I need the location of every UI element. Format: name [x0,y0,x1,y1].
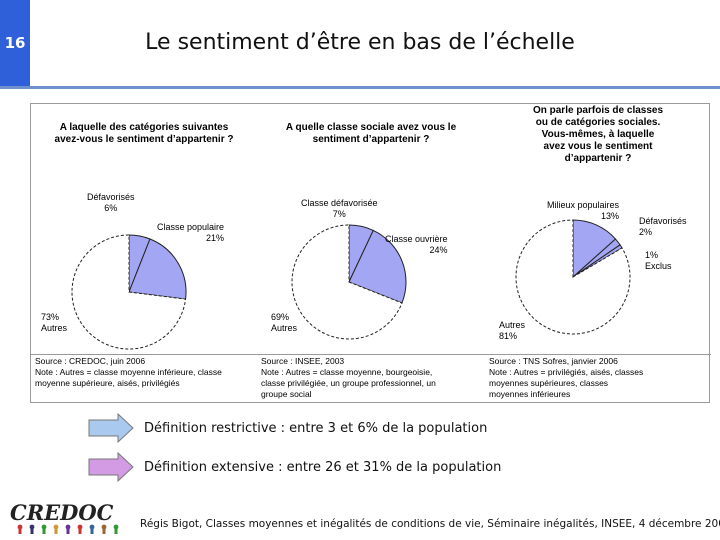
people-icon [17,524,119,534]
legend-text-extensive: Définition extensive : entre 26 et 31% d… [144,460,502,475]
panel-insee: A quelle classe sociale avez vous le sen… [257,104,485,402]
panel-tns-sofres: On parle parfois de classes ou de catégo… [485,104,711,402]
survey-figure: A laquelle des catégories suivantes avez… [30,103,711,403]
pie-slice-autres [71,234,187,350]
panel-question: On parle parfois de classes ou de catégo… [532,105,664,164]
pie-label-milieux-populaires: Milieux populaires 13% [547,200,620,221]
source-note: Source : CREDOC, juin 2006 Note : Autres… [35,356,222,388]
panel-question: A laquelle des catégories suivantes avez… [54,122,234,145]
pie-chart-tns-sofres [515,219,631,335]
panel-question: A quelle classe sociale avez vous le sen… [285,122,457,145]
slide-number: 16 [0,0,30,86]
pie-label-autres: 69% Autres [271,312,298,333]
source-divider [31,354,711,355]
pie-label-classe-ouvriere: Classe ouvrière 24% [385,234,448,255]
pie-slice-classe-populaire [128,238,187,300]
pie-slice-classe-ouvrière [348,229,407,304]
pie-slice-autres [291,224,403,340]
footer-citation: Régis Bigot, Classes moyennes et inégali… [140,518,720,530]
page-title: Le sentiment d’être en bas de l’échelle [145,30,575,55]
pie-label-classe-populaire: Classe populaire 21% [157,222,225,243]
pie-slice-autres [515,219,631,335]
pie-label-exclus: 1% Exclus [645,250,672,271]
panel-credoc: A laquelle des catégories suivantes avez… [31,104,257,402]
title-divider [0,86,720,89]
pie-label-defavorises: Défavorisés 6% [87,192,135,213]
logo-text: CREDOC [10,500,114,525]
pie-label-defavorises: Défavorisés 2% [639,216,687,237]
pie-label-classe-defavorisee: Classe défavorisée 7% [301,198,378,219]
source-note: Source : INSEE, 2003 Note : Autres = cla… [261,356,436,399]
arrow-right-icon [88,452,134,482]
source-note: Source : TNS Sofres, janvier 2006 Note :… [489,356,644,399]
pie-chart-insee [291,224,407,340]
pie-chart-credoc [71,234,187,350]
legend-text-restrictive: Définition restrictive : entre 3 et 6% d… [144,421,488,436]
pie-label-autres: 73% Autres [41,312,68,333]
arrow-right-icon [88,413,134,443]
credoc-logo: CREDOC [10,500,119,534]
pie-label-autres: Autres 81% [499,320,526,341]
